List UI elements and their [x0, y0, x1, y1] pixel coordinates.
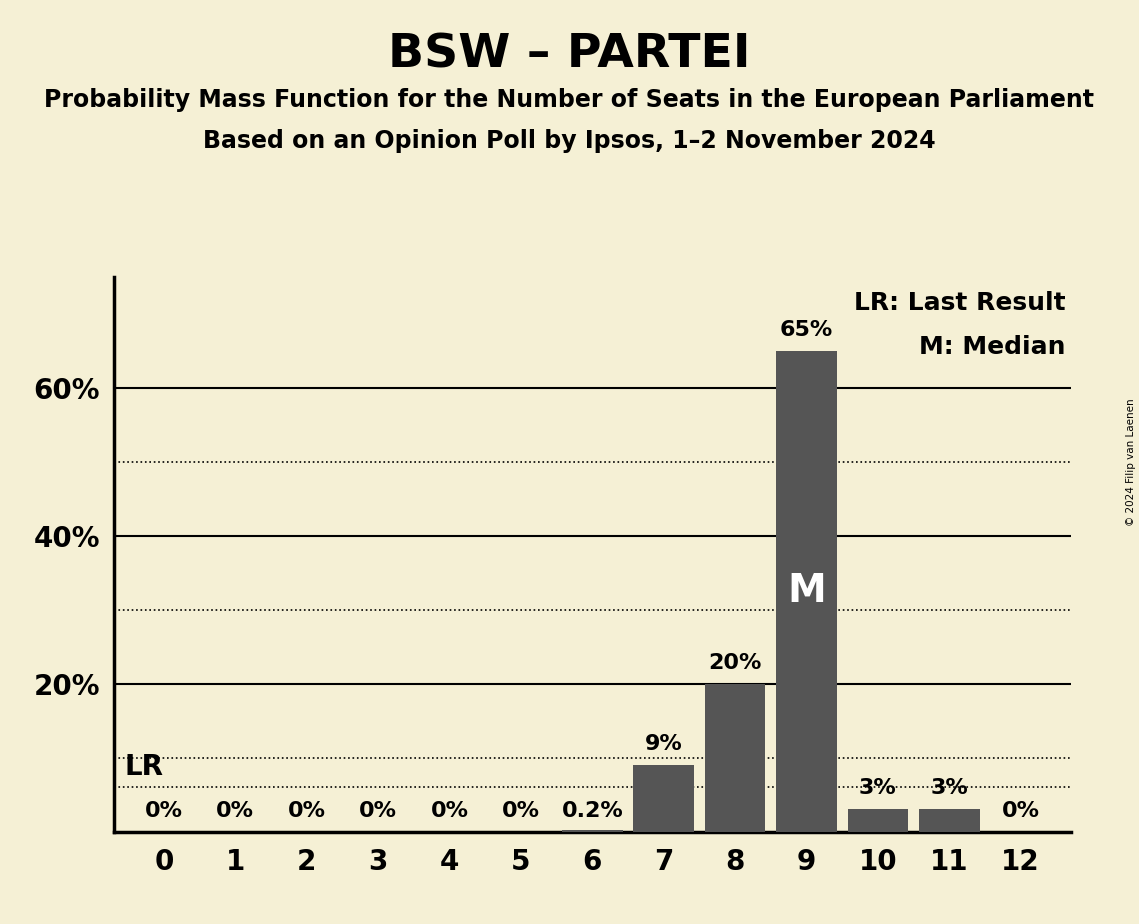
Text: LR: Last Result: LR: Last Result [854, 291, 1066, 315]
Text: 0%: 0% [502, 800, 540, 821]
Bar [847, 809, 908, 832]
Text: LR: LR [124, 753, 164, 782]
Text: 3%: 3% [859, 778, 896, 798]
Text: 0%: 0% [1001, 800, 1040, 821]
Text: 20%: 20% [708, 652, 762, 673]
Bar [562, 830, 623, 832]
Text: 0%: 0% [216, 800, 254, 821]
Text: 65%: 65% [780, 320, 833, 340]
Text: Probability Mass Function for the Number of Seats in the European Parliament: Probability Mass Function for the Number… [44, 88, 1095, 112]
Text: 0%: 0% [288, 800, 326, 821]
Text: M: Median: M: Median [919, 335, 1066, 359]
Text: 3%: 3% [931, 778, 968, 798]
Text: Based on an Opinion Poll by Ipsos, 1–2 November 2024: Based on an Opinion Poll by Ipsos, 1–2 N… [203, 129, 936, 153]
Text: BSW – PARTEI: BSW – PARTEI [388, 32, 751, 78]
Bar [633, 765, 694, 832]
Text: 0%: 0% [359, 800, 398, 821]
Text: 0.2%: 0.2% [562, 800, 623, 821]
Text: M: M [787, 572, 826, 611]
Text: 9%: 9% [645, 734, 682, 754]
Bar [705, 684, 765, 832]
Text: 0%: 0% [431, 800, 468, 821]
Text: 0%: 0% [145, 800, 183, 821]
Text: © 2024 Filip van Laenen: © 2024 Filip van Laenen [1126, 398, 1136, 526]
Bar [776, 351, 837, 832]
Bar [919, 809, 980, 832]
